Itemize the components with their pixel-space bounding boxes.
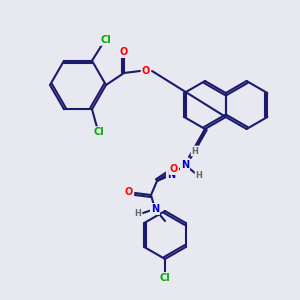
Text: N: N xyxy=(151,204,159,214)
Text: O: O xyxy=(120,47,128,57)
Text: Cl: Cl xyxy=(100,35,111,45)
Text: N: N xyxy=(167,170,175,180)
Text: H: H xyxy=(196,170,202,179)
Text: H: H xyxy=(135,209,141,218)
Text: O: O xyxy=(170,164,178,174)
Text: Cl: Cl xyxy=(160,273,170,283)
Text: Cl: Cl xyxy=(94,127,104,137)
Text: O: O xyxy=(142,66,150,76)
Text: H: H xyxy=(192,146,198,155)
Text: O: O xyxy=(125,187,133,197)
Text: N: N xyxy=(181,160,189,170)
